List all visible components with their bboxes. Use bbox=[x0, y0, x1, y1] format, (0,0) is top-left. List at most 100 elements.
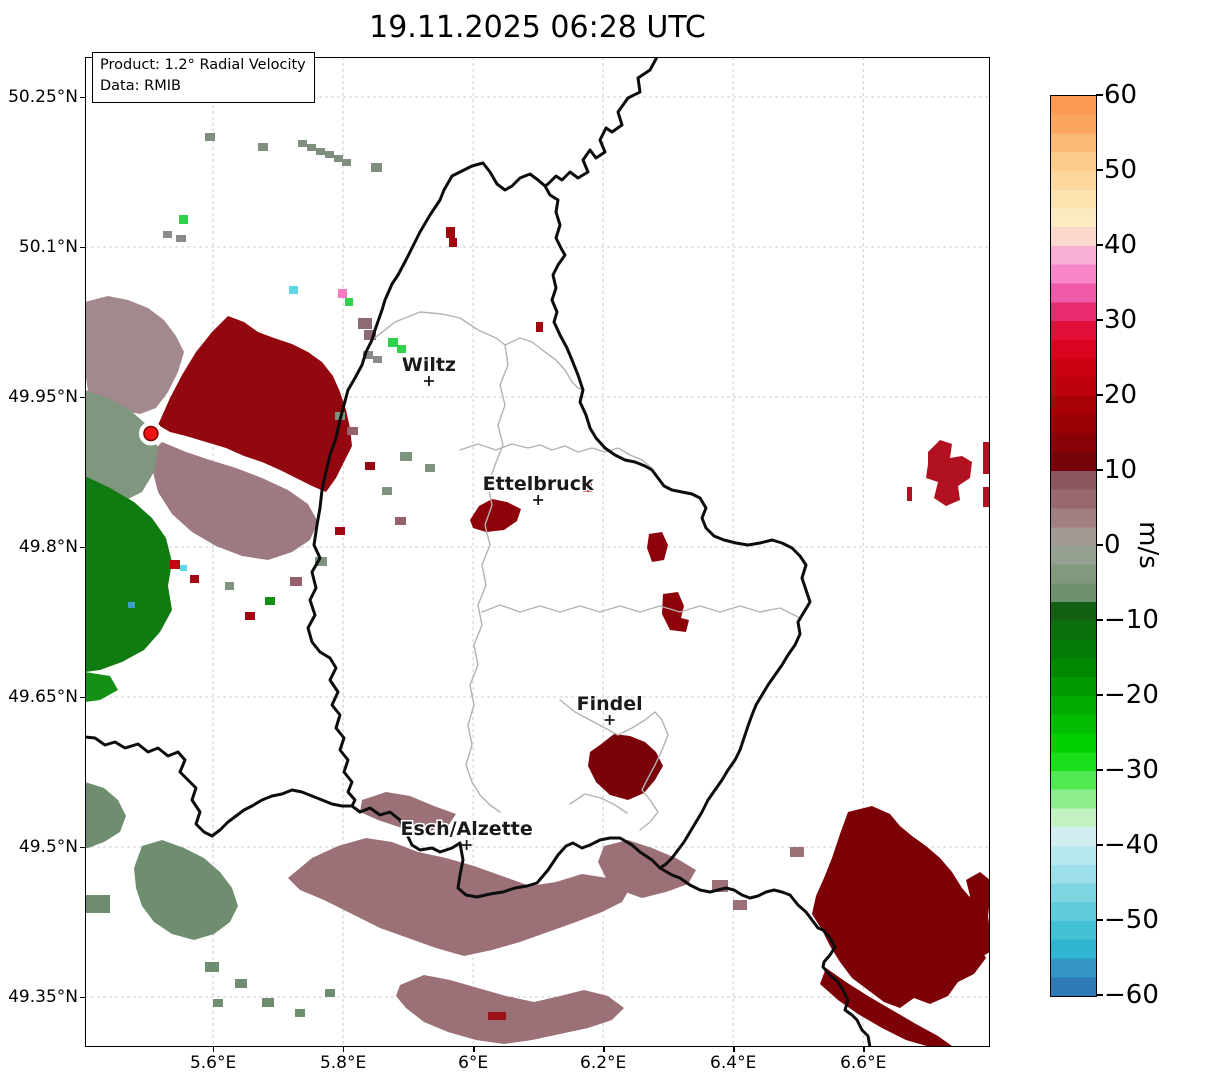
radar-map: Wiltz Ettelbruck Findel Esch/Alzette bbox=[85, 57, 990, 1047]
colorbar-tick-mark bbox=[1096, 94, 1103, 96]
x-tick-mark bbox=[603, 1047, 605, 1052]
radar-echo-speck bbox=[235, 979, 247, 988]
radar-echo-speck bbox=[388, 338, 398, 347]
radar-echo-speck bbox=[179, 215, 188, 224]
radar-echo-region bbox=[820, 968, 952, 1047]
x-tick-label: 6.6°E bbox=[840, 1053, 887, 1073]
colorbar-tick-label: 20 bbox=[1104, 380, 1138, 410]
colorbar-tick-label: −50 bbox=[1104, 905, 1159, 935]
radar-echo-speck bbox=[382, 487, 392, 495]
y-tick-mark bbox=[80, 547, 85, 549]
radar-echo-speck bbox=[325, 151, 334, 158]
radar-site-marker bbox=[143, 425, 159, 442]
city-label: Wiltz bbox=[402, 354, 456, 376]
radar-echo-speck bbox=[363, 351, 373, 359]
x-tick-label: 6.2°E bbox=[580, 1053, 627, 1073]
colorbar-unit-label: m/s bbox=[1133, 521, 1163, 569]
radar-echo-speck bbox=[365, 462, 375, 470]
y-tick-label: 50.1°N bbox=[18, 237, 78, 257]
radar-echo-region bbox=[85, 390, 158, 506]
radar-echo-speck bbox=[225, 582, 234, 590]
radar-echo-region bbox=[598, 840, 696, 898]
y-tick-label: 49.35°N bbox=[8, 987, 78, 1007]
colorbar-tick-mark bbox=[1096, 169, 1103, 171]
colorbar bbox=[1050, 95, 1097, 997]
colorbar-tick-label: 50 bbox=[1104, 155, 1138, 185]
regional-border bbox=[559, 699, 669, 831]
radar-echo-speck bbox=[583, 480, 592, 492]
radar-echo-speck bbox=[358, 318, 372, 329]
y-tick-label: 49.8°N bbox=[18, 537, 78, 557]
colorbar-tick-mark bbox=[1096, 769, 1103, 771]
radar-echo-speck bbox=[342, 159, 351, 166]
radar-echo-speck bbox=[335, 527, 345, 535]
y-tick-mark bbox=[80, 397, 85, 399]
city-marker bbox=[423, 376, 434, 386]
colorbar-tick-label: −60 bbox=[1104, 980, 1159, 1010]
colorbar-tick-mark bbox=[1096, 919, 1103, 921]
radar-echo-speck bbox=[446, 227, 455, 238]
radar-echo-speck bbox=[163, 231, 172, 238]
radar-echo-speck bbox=[258, 143, 268, 151]
x-tick-mark bbox=[473, 1047, 475, 1052]
country-border bbox=[85, 735, 354, 838]
data-source-line: Data: RMIB bbox=[100, 78, 181, 95]
city-marker bbox=[533, 495, 544, 505]
colorbar-tick-mark bbox=[1096, 469, 1103, 471]
radar-echo-speck bbox=[395, 517, 406, 525]
colorbar-tick-mark bbox=[1096, 844, 1103, 846]
radar-echo-speck bbox=[180, 565, 187, 571]
colorbar-tick-mark bbox=[1096, 619, 1103, 621]
y-tick-mark bbox=[80, 997, 85, 999]
radar-echo-speck bbox=[295, 1009, 305, 1017]
colorbar-tick-label: −40 bbox=[1104, 830, 1159, 860]
colorbar-tick-label: 0 bbox=[1104, 530, 1121, 560]
radar-echo-speck bbox=[290, 577, 302, 586]
radar-echo-speck bbox=[245, 612, 255, 620]
radar-echo-speck bbox=[316, 148, 325, 155]
radar-echo-speck bbox=[128, 602, 135, 608]
x-tick-label: 5.8°E bbox=[319, 1053, 367, 1073]
y-tick-label: 49.65°N bbox=[8, 687, 78, 707]
radar-echo-speck bbox=[213, 999, 223, 1007]
radar-echo-speck bbox=[176, 235, 186, 242]
colorbar-tick-mark bbox=[1096, 394, 1103, 396]
regional-border bbox=[371, 311, 584, 391]
radar-echo-speck bbox=[373, 356, 382, 363]
colorbar-tick-label: 30 bbox=[1104, 305, 1138, 335]
radar-echo-region bbox=[662, 592, 689, 632]
radar-echo-speck bbox=[345, 298, 353, 306]
colorbar-tick-label: 40 bbox=[1104, 230, 1138, 260]
country-border bbox=[543, 184, 812, 870]
radar-echo-speck bbox=[289, 286, 298, 294]
y-tick-label: 50.25°N bbox=[8, 87, 78, 107]
radar-echo-speck bbox=[140, 880, 160, 894]
figure-title: 19.11.2025 06:28 UTC bbox=[369, 10, 706, 45]
radar-echo-region bbox=[85, 672, 118, 702]
radar-echo-region bbox=[647, 532, 668, 562]
y-tick-label: 49.95°N bbox=[8, 387, 78, 407]
radar-echo-region bbox=[85, 476, 172, 672]
city-label: Findel bbox=[577, 693, 643, 715]
colorbar-tick-label: 10 bbox=[1104, 455, 1138, 485]
radar-echo-speck bbox=[205, 962, 219, 972]
radar-echo-speck bbox=[397, 345, 406, 353]
y-tick-mark bbox=[80, 847, 85, 849]
plot-frame bbox=[85, 57, 990, 1047]
radar-echo-speck bbox=[85, 895, 110, 913]
colorbar-tick-label: −10 bbox=[1104, 605, 1159, 635]
radar-echo-speck bbox=[371, 163, 382, 172]
regional-border bbox=[481, 604, 801, 619]
y-tick-mark bbox=[80, 247, 85, 249]
product-annotation-box: Product: 1.2° Radial Velocity Data: RMIB bbox=[92, 52, 315, 103]
radar-echo-speck bbox=[325, 989, 335, 997]
city-label: Ettelbruck bbox=[483, 473, 594, 495]
x-tick-mark bbox=[213, 1047, 215, 1052]
radar-echo-speck bbox=[790, 847, 804, 857]
radar-echo-region bbox=[470, 499, 521, 532]
x-tick-mark bbox=[863, 1047, 865, 1052]
colorbar-tick-mark bbox=[1096, 319, 1103, 321]
radar-echo-region bbox=[812, 806, 988, 1008]
x-tick-mark bbox=[343, 1047, 345, 1052]
